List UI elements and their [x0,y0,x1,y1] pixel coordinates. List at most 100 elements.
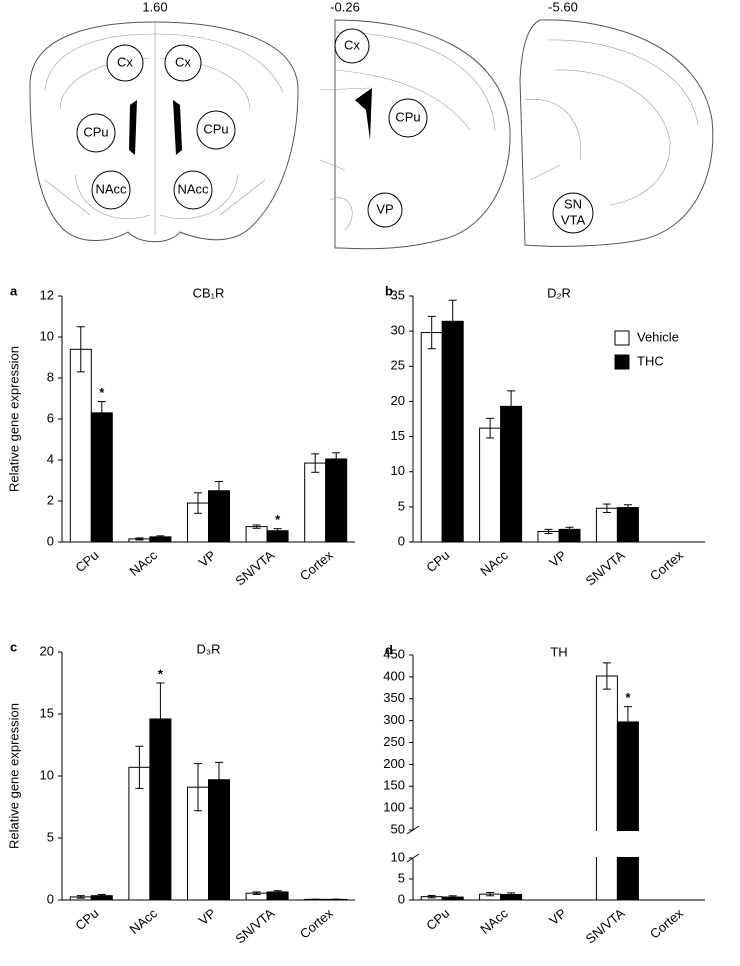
x-tick-label: Cortex [297,905,336,941]
y-tick-label: 35 [391,287,405,302]
y-tick-label: 450 [383,646,405,661]
region-label: VTA [561,212,586,227]
y-tick-label: 15 [40,705,54,720]
chart-title: D₃R [196,641,220,656]
x-tick-label: NAcc [477,905,511,937]
chart-title: D₂R [547,285,571,300]
ventricle [355,88,372,140]
y-tick-label: 5 [398,498,405,513]
bar [304,462,327,543]
panel-label: c [10,639,17,654]
error-bar [623,706,632,738]
y-axis-label: Relative gene expression [6,703,21,849]
x-tick-label: CPu [423,905,452,933]
y-tick-label: 12 [40,287,54,302]
panel-label: b [385,283,393,298]
error-bar [215,481,223,501]
error-bar [565,526,574,532]
axis-break-gap [414,831,706,857]
significance-mark: * [99,385,105,400]
y-tick-label: 0 [47,533,54,548]
coordinate: -5.60 [548,0,578,14]
x-tick-label: SN/VTA [583,905,628,946]
region-circle [91,170,131,210]
region-circle [173,170,213,210]
y-tick-label: 8 [47,369,54,384]
error-bar [135,745,144,789]
x-tick-label: Cortex [647,547,686,583]
error-bar [311,453,320,473]
x-tick-label: Cortex [647,905,686,941]
x-tick-label: SN/VTA [232,547,277,588]
legend-swatch [614,330,630,346]
region-label: Cx [175,54,191,69]
panel-label: d [385,642,393,657]
error-bar [156,682,165,756]
brain-section: -0.26 Cx CPu VP [319,0,511,250]
error-bar [486,891,495,897]
x-tick-label: CPu [72,547,101,575]
region-circle [196,110,236,150]
region-label: NAcc [95,181,127,196]
error-bar [252,524,261,529]
region-circle [388,98,428,138]
region-circle [367,192,403,228]
y-tick-label: 5 [398,870,405,885]
error-bar [602,662,611,690]
y-tick-label: 20 [40,643,54,658]
bar [420,332,443,543]
error-bar [427,894,436,899]
bar [616,507,639,543]
y-tick-label: 20 [391,393,405,408]
legend-label: Vehicle [637,329,679,344]
significance-mark: * [625,690,631,705]
bar [595,675,618,901]
error-bar [623,504,632,511]
y-tick-label: 0 [47,891,54,906]
x-tick-label: SN/VTA [232,905,277,946]
bar [208,779,230,901]
y-tick-label: 400 [383,668,405,683]
error-bar [332,452,341,466]
y-tick-label: 50 [391,821,405,836]
y-tick-label: 25 [391,358,405,373]
chart-title: CB₁R [193,285,225,300]
brain-section: 1.60 Cx Cx CPu CPu NAcc NAcc [29,0,299,243]
region-circle [106,44,144,82]
y-tick-label: 300 [383,712,405,727]
x-tick-label: NAcc [477,547,511,579]
y-tick-label: 10 [391,463,405,478]
error-bar [194,763,202,812]
error-bar [97,401,106,425]
region-circle [164,44,202,82]
x-tick-label: VP [546,905,569,928]
error-bar [76,326,85,373]
y-tick-label: 2 [47,492,54,507]
y-tick-label: 250 [383,734,405,749]
x-tick-label: VP [196,547,219,570]
y-tick-label: 100 [383,800,405,815]
error-bar [427,315,436,350]
brain-section: -5.60 SN VTA [519,0,714,247]
significance-mark: * [275,512,281,527]
bar [69,348,92,543]
x-tick-label: CPu [72,905,101,933]
bar [616,721,639,901]
error-bar [448,895,457,899]
legend-label: THC [637,353,664,368]
x-tick-label: SN/VTA [583,547,628,588]
x-tick-label: NAcc [127,547,161,579]
y-axis-label: Relative gene expression [6,346,21,492]
error-bar [97,893,106,898]
y-tick-label: 10 [40,767,54,782]
significance-mark: * [158,666,164,681]
bar [441,320,464,543]
error-bar [135,537,144,541]
panel-label: a [10,283,18,298]
coordinate: 1.60 [142,0,167,14]
error-bar [76,895,85,899]
y-tick-label: 10 [40,328,54,343]
error-bar [156,535,165,539]
y-tick-label: 4 [47,451,54,466]
